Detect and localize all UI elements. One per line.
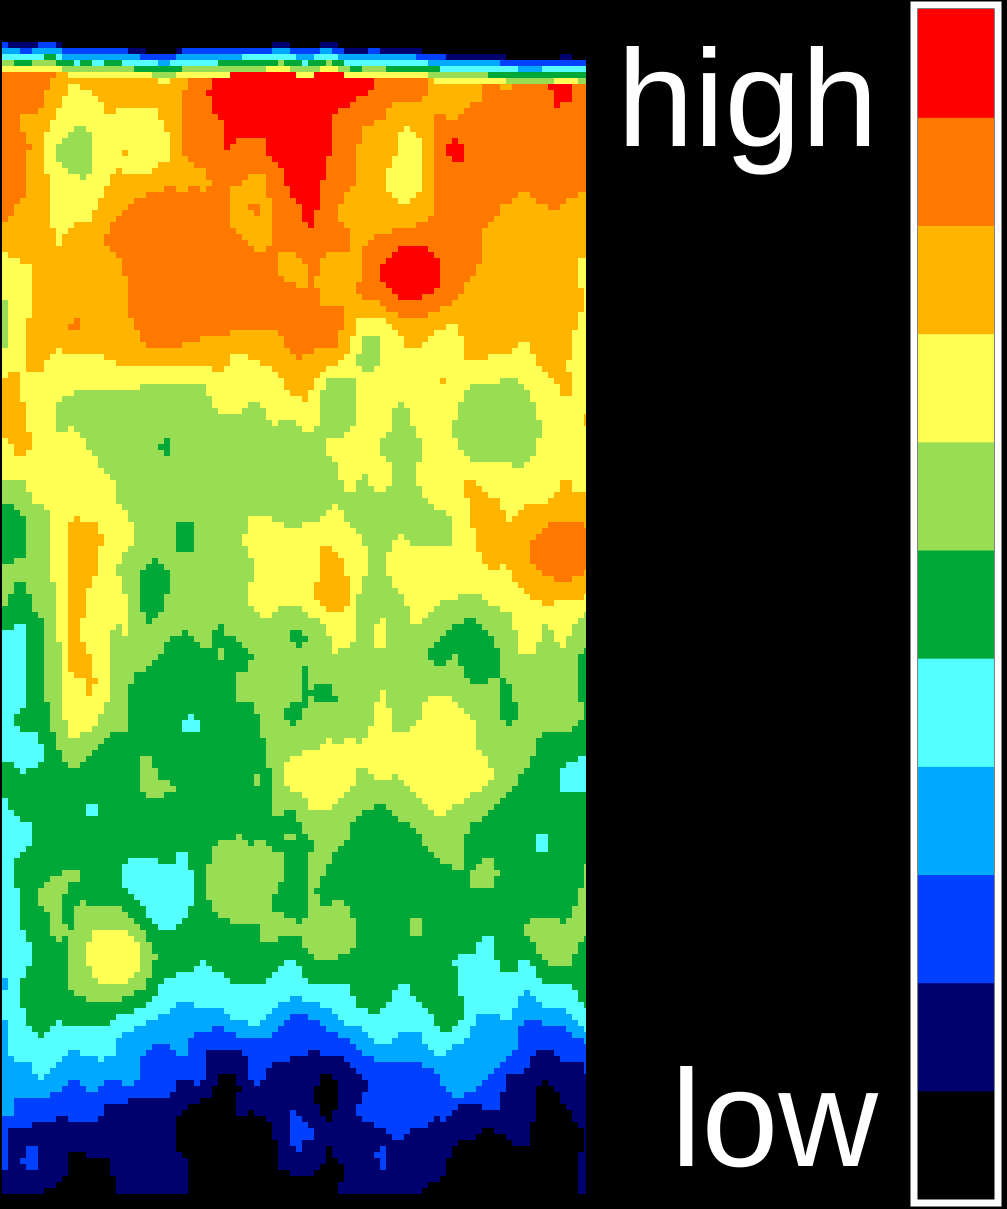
heatmap-level-8-region — [2, 72, 586, 696]
heatmap-level-5-region — [2, 54, 586, 1038]
colorbar-segment-level-10 — [918, 9, 994, 118]
heatmap-level-9-region — [2, 72, 586, 582]
colorbar-segment-level-8 — [918, 225, 994, 335]
heatmap-level-1-region — [2, 42, 586, 1194]
colorbar-segment-level-4 — [918, 658, 994, 767]
colorbar-segment-level-7 — [918, 333, 994, 443]
colorbar-segment-level-9 — [918, 117, 994, 226]
colorbar-segment-level-0 — [918, 1090, 994, 1200]
colorbar-low-label: low — [671, 1042, 878, 1196]
heatmap-level-0-region — [44, 1074, 584, 1194]
heatmap-level-10-region — [206, 72, 572, 300]
colorbar-frame — [910, 1, 1002, 1207]
colorbar-segment-level-5 — [918, 549, 994, 659]
colorbar-segment-level-1 — [918, 982, 994, 1092]
colorbar: high low — [617, 1, 1002, 1207]
heatmap-plot — [2, 42, 586, 1194]
colorbar-segment-level-6 — [918, 441, 994, 551]
heatmap-level-7-region — [2, 66, 586, 984]
colorbar-segment-level-2 — [918, 874, 994, 984]
heatmap-level-6-region — [2, 60, 586, 1002]
heatmap-level-3-region — [2, 48, 586, 1116]
colorbar-segment-level-3 — [918, 766, 994, 876]
heatmap-level-2-region — [2, 42, 586, 1170]
colorbar-high-label: high — [617, 22, 878, 176]
heatmap-level-4-region — [2, 54, 586, 1080]
